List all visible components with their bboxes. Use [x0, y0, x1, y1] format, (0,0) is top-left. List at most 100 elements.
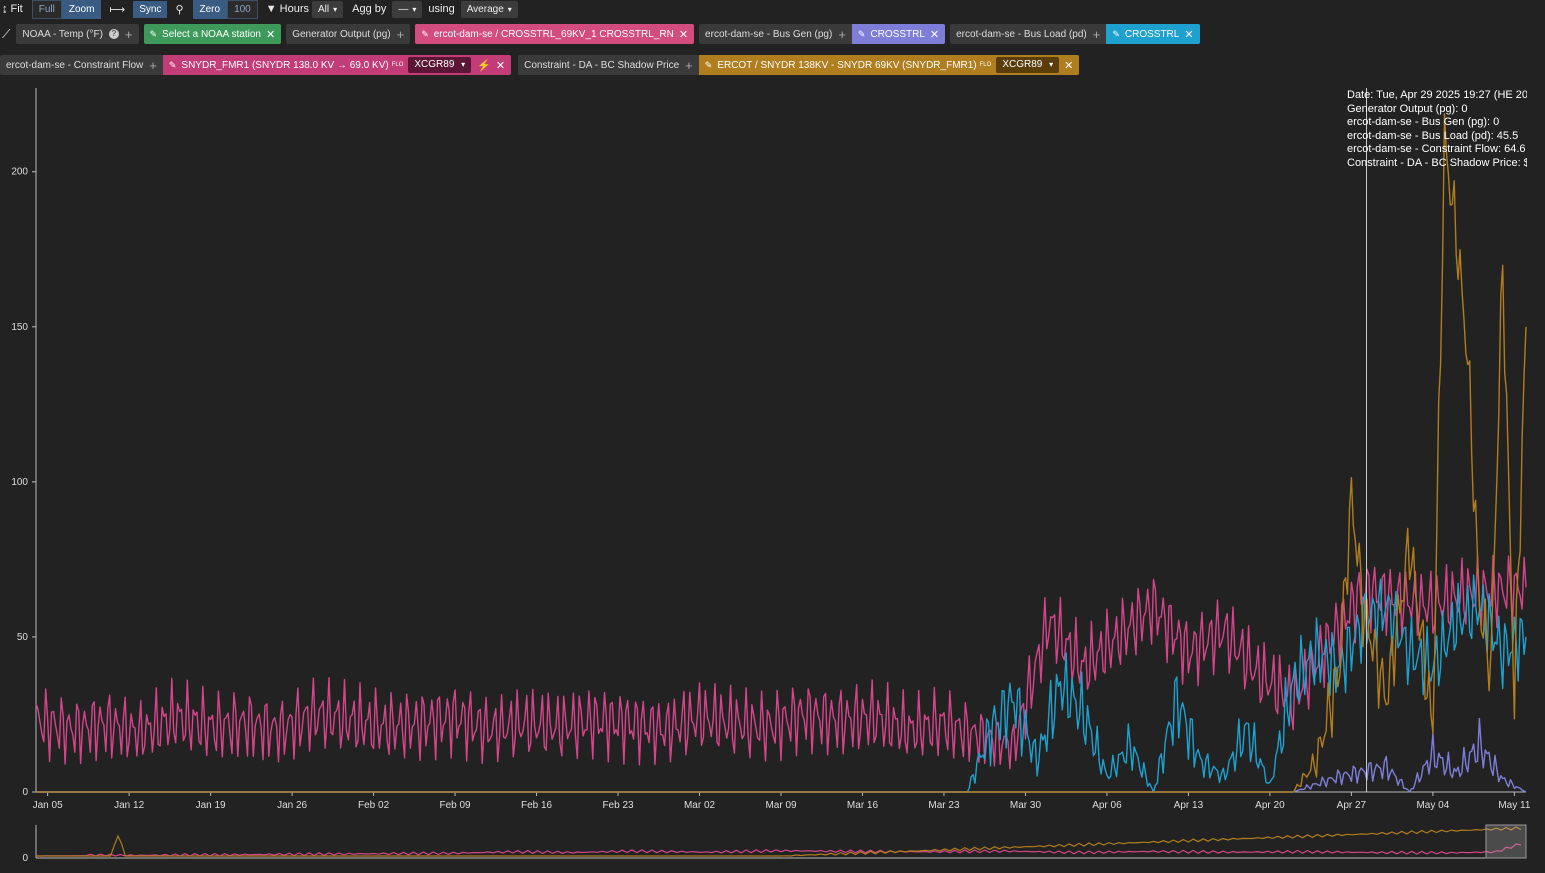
sync-button[interactable]: Sync: [133, 0, 168, 18]
pencil-icon[interactable]: ✎: [149, 28, 158, 39]
agg-select[interactable]: — ▾: [392, 0, 423, 18]
bus-load-node-label: CROSSTRL: [1124, 28, 1180, 40]
hours-filter: ▼ Hours All ▾: [265, 0, 344, 18]
overview-y-tick-label: 0: [22, 853, 28, 864]
close-icon[interactable]: ✕: [678, 28, 689, 41]
y-tick-label: 150: [11, 322, 28, 333]
magic-wand-icon[interactable]: ⚡: [477, 59, 491, 72]
using-label: using: [428, 3, 455, 15]
shadow-price-chip[interactable]: Constraint - DA - BC Shadow Price +: [518, 55, 699, 75]
fit-control[interactable]: ↨ Fit: [2, 3, 23, 15]
x-tick-label: May 04: [1416, 800, 1449, 811]
x-tick-label: Mar 23: [928, 800, 960, 811]
generator-unit-chip[interactable]: ✎ ercot-dam-se / CROSSTRL_69KV_1 CROSSTR…: [415, 24, 695, 44]
hours-label: Hours: [279, 3, 309, 15]
x-tick-label: Mar 16: [847, 800, 879, 811]
noaa-station-chip[interactable]: ✎ Select a NOAA station ✕: [143, 24, 282, 44]
add-icon[interactable]: +: [149, 57, 157, 73]
generator-output-label: Generator Output (pg): [292, 28, 391, 40]
add-icon[interactable]: +: [396, 26, 405, 42]
add-icon[interactable]: +: [838, 26, 846, 42]
shadow-price-element-chip[interactable]: ✎ ERCOT / SNYDR 138KV - SNYDR 69KV (SNYD…: [698, 55, 1080, 75]
series-line-3[interactable]: [36, 113, 1527, 793]
shadow-price-element-label: ERCOT / SNYDR 138KV - SNYDR 69KV (SNYDR_…: [717, 59, 977, 71]
generator-unit-label: ercot-dam-se / CROSSTRL_69KV_1 CROSSTRL_…: [433, 28, 674, 40]
y-tick-label: 100: [11, 477, 28, 488]
x-tick-label: Mar 30: [1010, 800, 1042, 811]
shadow-price-label: Constraint - DA - BC Shadow Price: [524, 59, 680, 71]
close-icon[interactable]: ✕: [1184, 28, 1194, 41]
bus-gen-node-chip[interactable]: ✎ CROSSTRL ✕: [851, 24, 946, 44]
x-tick-label: Mar 02: [684, 800, 716, 811]
tooltip-constraint-flow: ercot-dam-se - Constraint Flow: 64.6: [1347, 143, 1526, 156]
pencil-icon[interactable]: ✎: [857, 28, 866, 39]
tooltip-bus-load: ercot-dam-se - Bus Load (pd): 45.5: [1347, 129, 1519, 142]
zoom-button[interactable]: Zoom: [61, 0, 102, 19]
series-line-0[interactable]: [35, 554, 1527, 770]
constraint-flow-element-chip[interactable]: ✎ SNYDR_FMR1 (SNYDR 138.0 KV → 69.0 KV) …: [162, 55, 512, 75]
tooltip-shadow-price: Constraint - DA - BC Shadow Price: $: [1347, 156, 1527, 169]
bus-gen-chip[interactable]: ercot-dam-se - Bus Gen (pg) +: [699, 24, 852, 44]
constraint-flow-element-label: SNYDR_FMR1 (SNYDR 138.0 KV → 69.0 KV): [181, 59, 389, 71]
x-tick-label: Apr 13: [1174, 800, 1204, 811]
tooltip-generator-output: Generator Output (pg): 0: [1347, 102, 1468, 115]
agg-label: Agg by: [352, 3, 387, 15]
tooltip-date: Date: Tue, Apr 29 2025 19:27 (HE 20: [1347, 89, 1527, 101]
fit-icon: ↨: [2, 3, 8, 15]
using-select[interactable]: Average ▾: [460, 0, 518, 18]
overview-series-1: [36, 826, 1522, 857]
help-icon[interactable]: ?: [108, 29, 119, 39]
bus-load-node-chip[interactable]: ✎ CROSSTRL ✕: [1106, 24, 1200, 44]
constraint-flow-chip[interactable]: ercot-dam-se - Constraint Flow +: [0, 55, 163, 75]
x-tick-label: Mar 09: [765, 800, 797, 811]
x-tick-label: Feb 23: [602, 800, 634, 811]
generator-output-chip[interactable]: Generator Output (pg) +: [286, 24, 411, 44]
pencil-icon[interactable]: ✎: [421, 28, 429, 39]
bus-load-label: ercot-dam-se - Bus Load (pd): [956, 28, 1087, 40]
series-row-1: ⟋ NOAA - Temp (°F) ? + ✎ Select a NOAA s…: [2, 23, 1205, 45]
flo-tag: FLO: [391, 62, 404, 68]
agg-control: Agg by — ▾ using Average ▾: [349, 0, 518, 18]
y-tick-label: 200: [11, 167, 28, 178]
x-tick-label: Apr 20: [1255, 800, 1285, 811]
add-icon[interactable]: +: [1092, 26, 1101, 42]
bus-gen-label: ercot-dam-se - Bus Gen (pg): [705, 28, 833, 40]
noaa-temp-label: NOAA - Temp (°F): [22, 28, 103, 40]
range-icon[interactable]: ⟼: [109, 3, 126, 16]
add-icon[interactable]: +: [124, 26, 133, 42]
x-tick-label: Jan 05: [33, 800, 63, 811]
filter-icon: ▼: [265, 3, 277, 15]
pencil-icon[interactable]: ✎: [1112, 28, 1120, 39]
hours-select[interactable]: All ▾: [311, 0, 344, 18]
add-icon[interactable]: +: [685, 57, 693, 73]
close-icon[interactable]: ✕: [495, 59, 506, 72]
close-icon[interactable]: ✕: [266, 28, 276, 41]
contingency-select[interactable]: XCGR89 ▾: [408, 57, 472, 73]
pencil-icon[interactable]: ✎: [704, 59, 713, 70]
pencil-icon[interactable]: ✎: [168, 59, 177, 70]
full-button[interactable]: Full: [31, 0, 62, 19]
close-icon[interactable]: ✕: [929, 28, 940, 41]
zero-toggle: Zero 100: [192, 0, 258, 19]
toolbar: ↨ Fit Full Zoom ⟼ Sync ⚲ Zero 100 ▼ Hour…: [2, 0, 524, 19]
main-chart[interactable]: 0 50 100 150 200 Jan 05 Jan 12 Jan 19 Jan 26 Feb …: [0, 80, 1545, 873]
zero-value-input[interactable]: 100: [227, 0, 258, 19]
bus-load-chip[interactable]: ercot-dam-se - Bus Load (pd) +: [950, 24, 1107, 44]
overview-series-0: [36, 843, 1522, 857]
noaa-temp-chip[interactable]: NOAA - Temp (°F) ? +: [16, 24, 139, 44]
pin-icon[interactable]: ⚲: [175, 3, 184, 16]
hover-tooltip: Date: Tue, Apr 29 2025 19:27 (HE 20 Gene…: [1347, 89, 1527, 171]
zero-button[interactable]: Zero: [192, 0, 228, 19]
shadow-contingency-select[interactable]: XCGR89 ▾: [996, 57, 1060, 73]
x-tick-label: Jan 19: [196, 800, 226, 811]
tooltip-bus-gen: ercot-dam-se - Bus Gen (pg): 0: [1347, 116, 1500, 129]
x-tick-label: Feb 02: [358, 800, 390, 811]
close-icon[interactable]: ✕: [1064, 59, 1074, 72]
series-row-2: ercot-dam-se - Constraint Flow + ✎ SNYDR…: [0, 54, 1084, 76]
overview-brush-window[interactable]: [1485, 824, 1527, 859]
x-tick-label: Feb 16: [521, 800, 553, 811]
x-tick-label: Jan 12: [114, 800, 144, 811]
chart-line-icon[interactable]: ⟋: [2, 26, 11, 41]
x-tick-label: Feb 09: [439, 800, 471, 811]
bus-gen-node-label: CROSSTRL: [870, 28, 925, 40]
